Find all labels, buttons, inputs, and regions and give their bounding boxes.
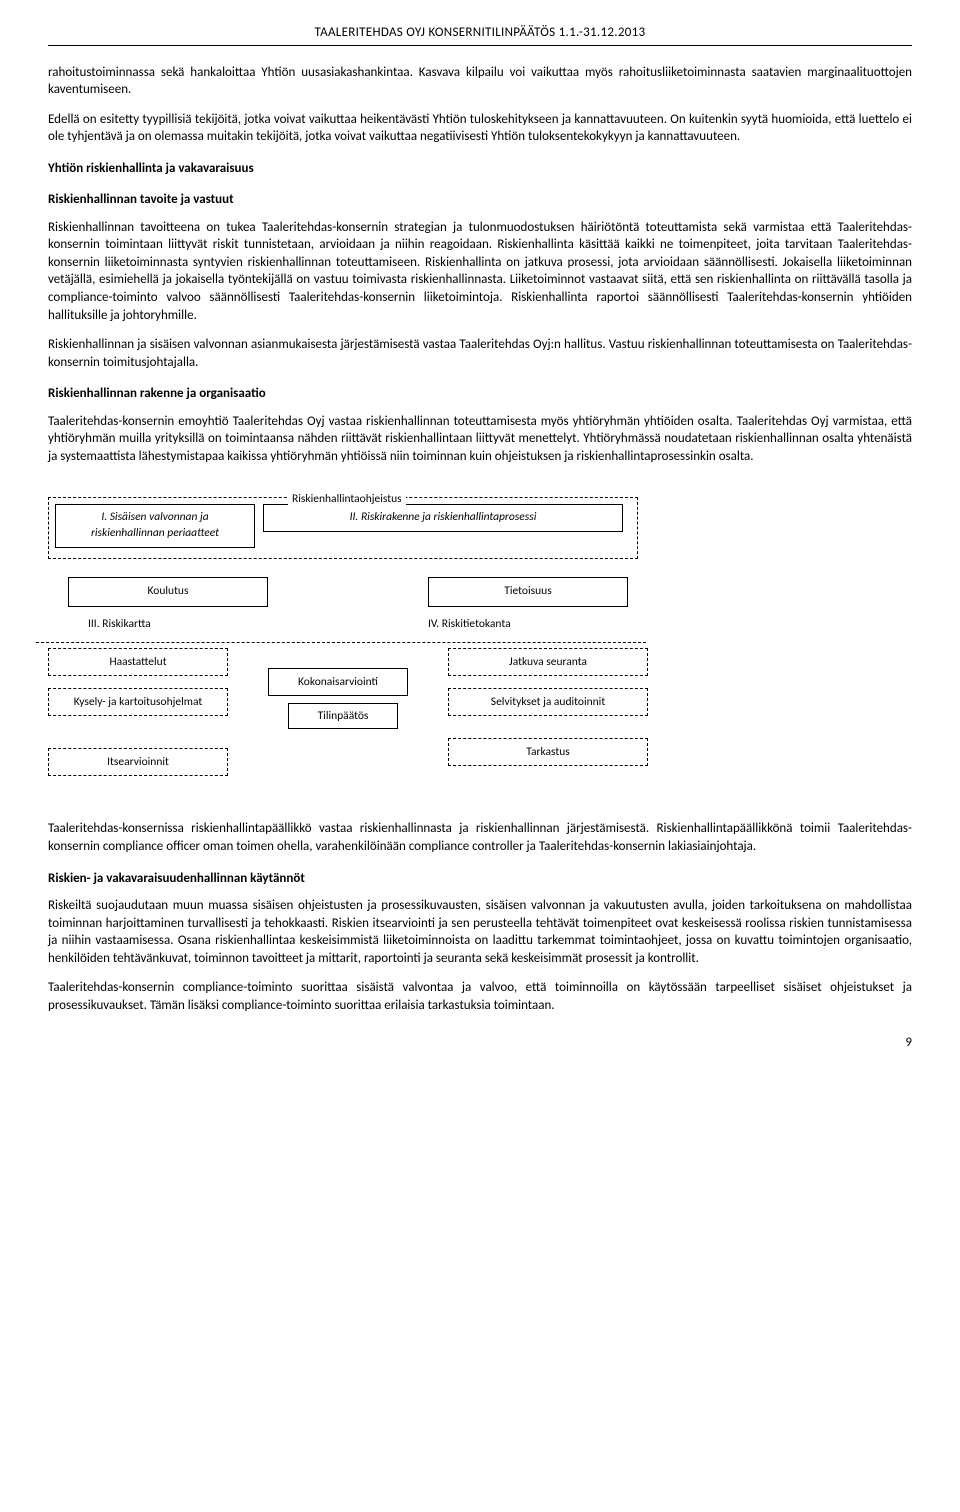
- paragraph: Edellä on esitetty tyypillisiä tekijöitä…: [48, 111, 912, 146]
- paragraph: Taaleritehdas-konsernin emoyhtiö Taaleri…: [48, 413, 912, 466]
- section-subheading: Riskienhallinnan tavoite ja vastuut: [48, 191, 912, 209]
- page-number: 9: [48, 1034, 912, 1052]
- page-header: TAALERITEHDAS OYJ KONSERNITILINPÄÄTÖS 1.…: [48, 24, 912, 46]
- diagram-box-koulutus: Koulutus: [68, 577, 268, 607]
- org-diagram: Riskienhallintaohjeistus I. Sisäisen val…: [48, 483, 912, 798]
- paragraph: Taaleritehdas-konsernissa riskienhallint…: [48, 820, 912, 855]
- section-heading: Riskien- ja vakavaraisuudenhallinnan käy…: [48, 870, 912, 888]
- section-heading: Riskienhallinnan rakenne ja organisaatio: [48, 385, 912, 403]
- paragraph: Riskienhallinnan tavoitteena on tukea Ta…: [48, 219, 912, 324]
- section-heading: Yhtiön riskienhallinta ja vakavaraisuus: [48, 160, 912, 178]
- diagram-label-iv: IV. Riskitietokanta: [428, 617, 628, 633]
- diagram-label-iii: III. Riskikartta: [88, 617, 288, 633]
- paragraph: Riskienhallinnan ja sisäisen valvonnan a…: [48, 336, 912, 371]
- diagram-group-title: Riskienhallintaohjeistus: [288, 492, 406, 508]
- diagram-box-tietoisuus: Tietoisuus: [428, 577, 628, 607]
- paragraph: Riskeiltä suojaudutaan muun muassa sisäi…: [48, 897, 912, 967]
- paragraph: rahoitustoiminnassa sekä hankaloittaa Yh…: [48, 64, 912, 99]
- paragraph: Taaleritehdas-konsernin compliance-toimi…: [48, 979, 912, 1014]
- diagram-box-i: I. Sisäisen valvonnan ja riskienhallinna…: [55, 504, 255, 548]
- diagram-box-ii: II. Riskirakenne ja riskienhallintaprose…: [263, 504, 623, 532]
